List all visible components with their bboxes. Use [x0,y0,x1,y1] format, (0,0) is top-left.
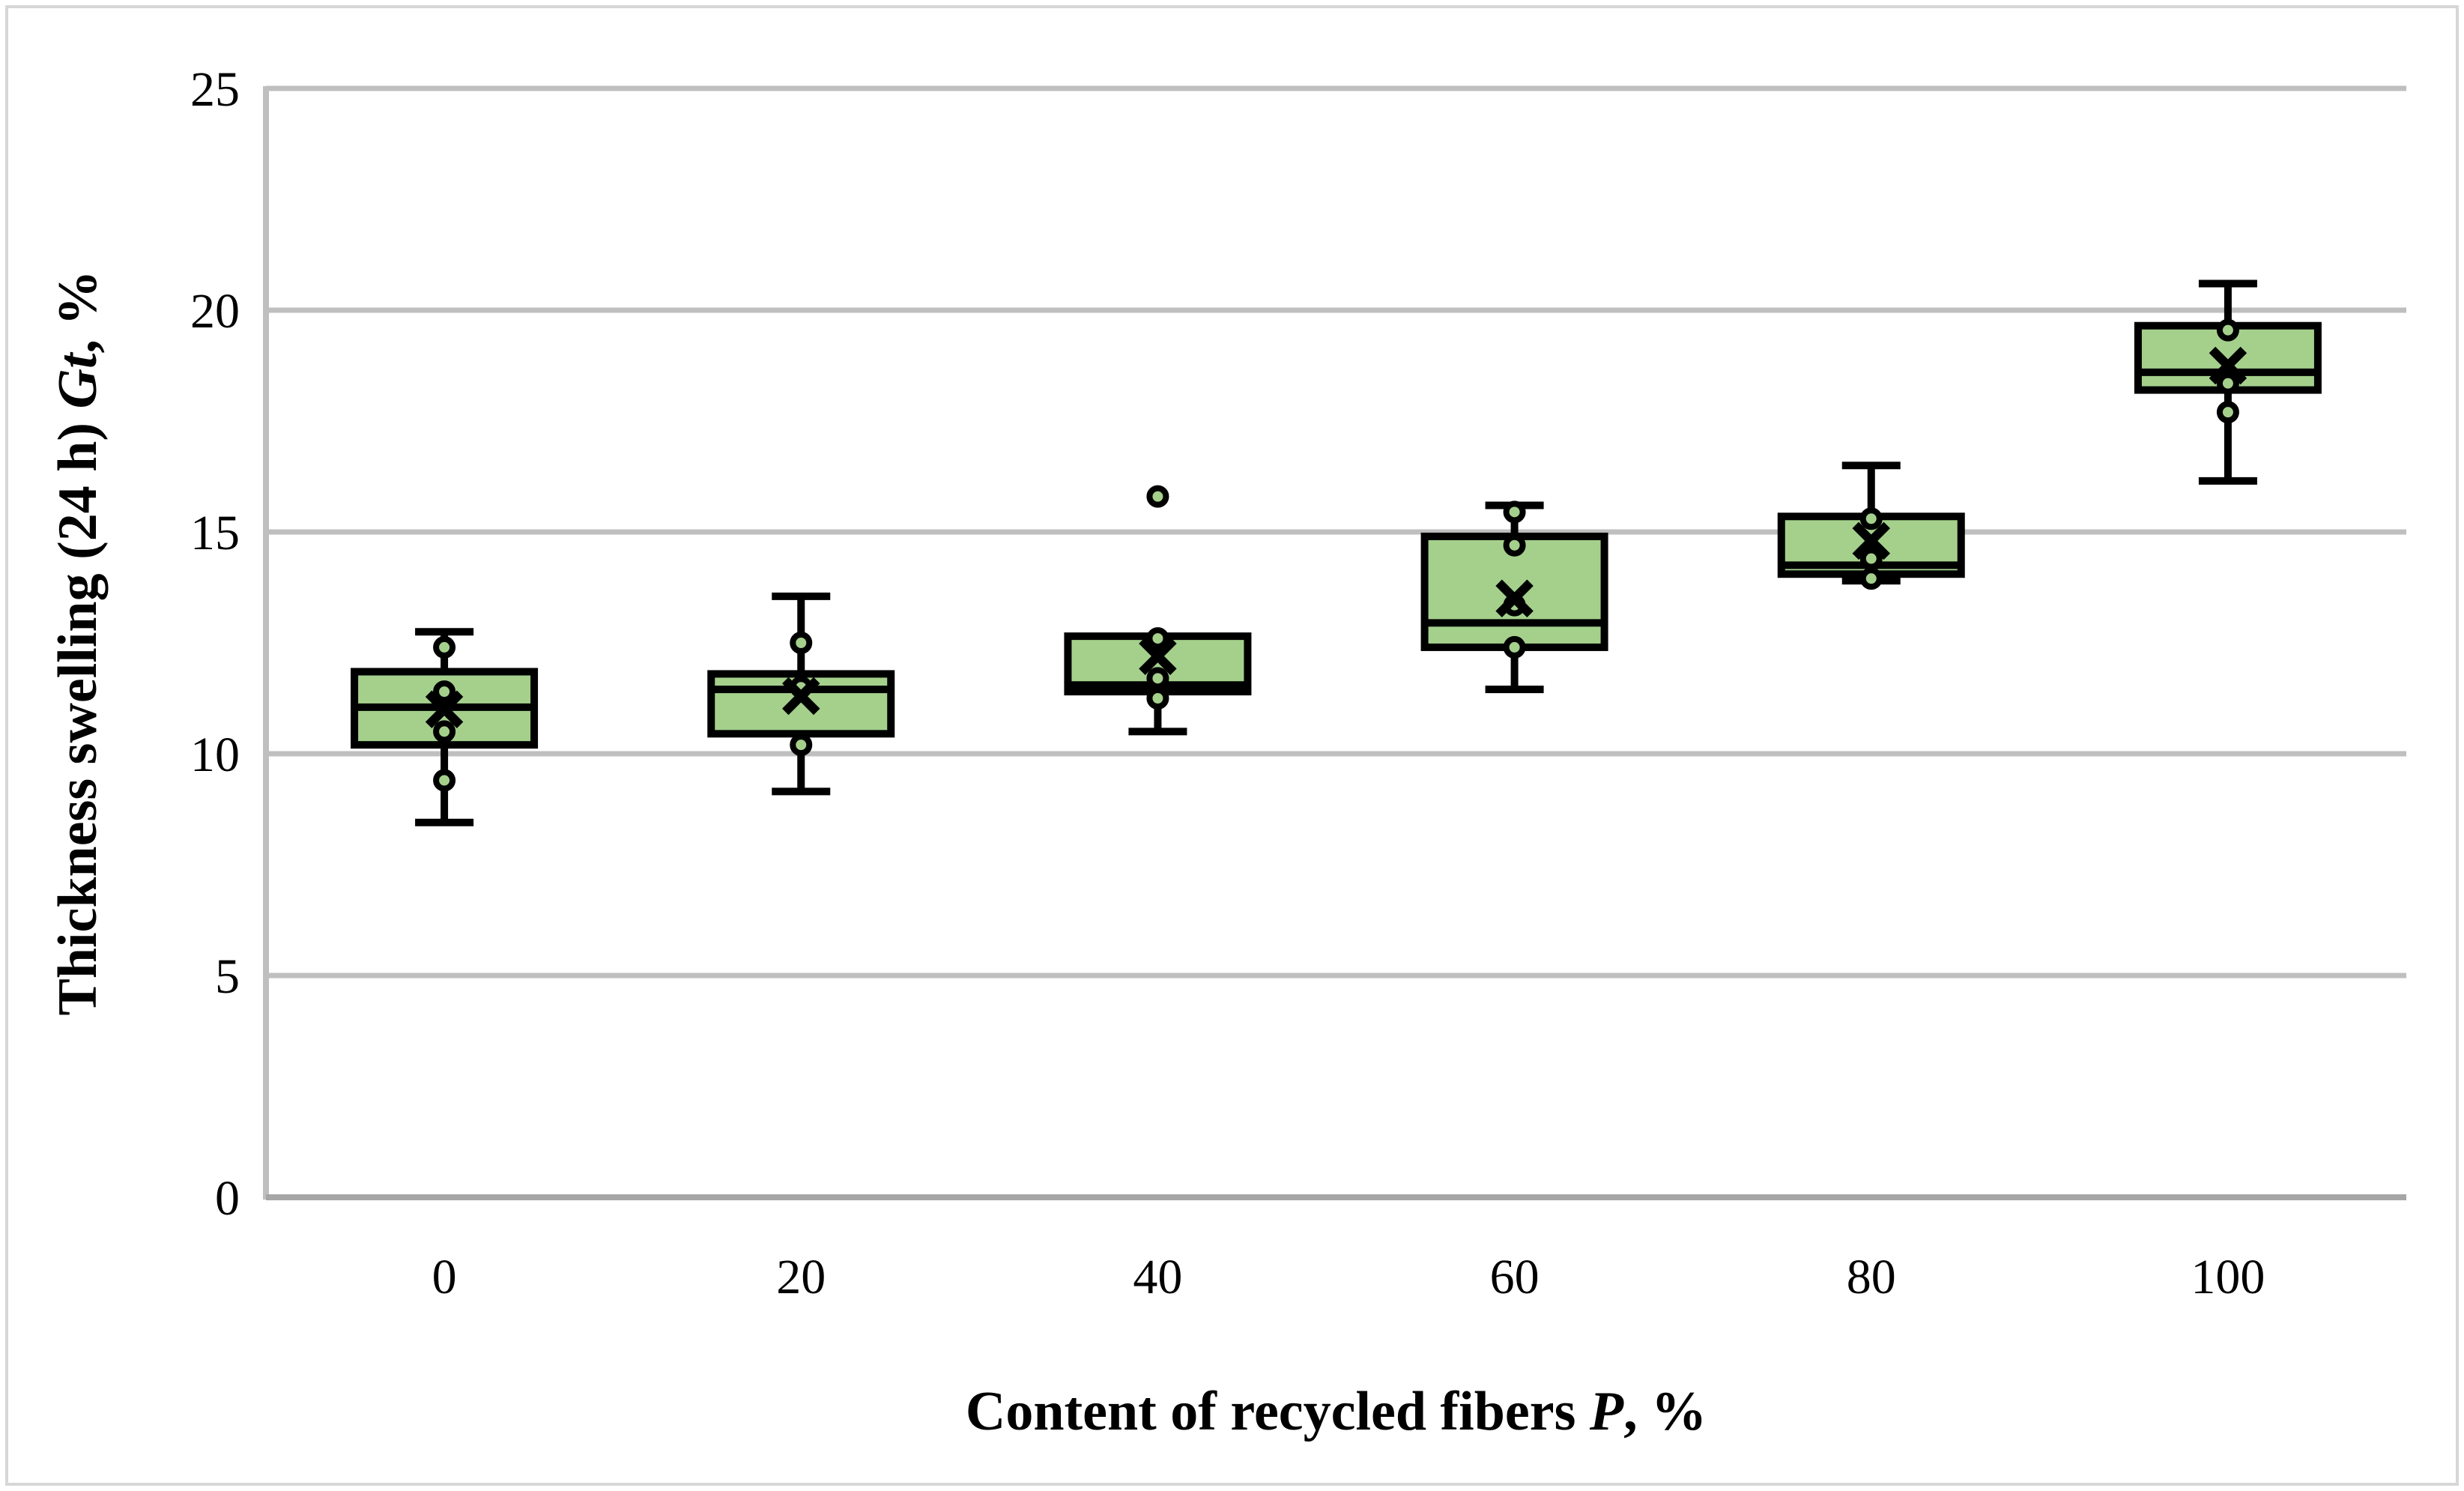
boxplot-group-80 [1777,462,1965,590]
x-tick-label-20: 20 [776,1250,826,1304]
y-tick-label-25: 25 [190,62,240,117]
data-point-2 [1859,567,1883,590]
y-axis-title-part: Gt [47,351,109,408]
y-axis-title: Thickness swelling (24 h) Gt, % [47,270,109,1015]
mean-x-marker [1495,579,1534,618]
x-tick-label-80: 80 [1847,1250,1896,1304]
x-axis-title-part: P [1589,1381,1624,1442]
x-tick-label-100: 100 [2191,1250,2265,1304]
mean-x-marker [2209,346,2247,385]
mean-x-marker [425,690,464,729]
outlier-point-0 [1146,485,1169,508]
x-tick-label-0: 0 [432,1250,457,1304]
x-tick-label-60: 60 [1490,1250,1540,1304]
data-point-2 [433,720,456,743]
y-tick-label-15: 15 [190,506,240,560]
data-point-1 [1859,547,1883,570]
data-point-0 [790,632,813,654]
data-point-2 [2216,401,2239,424]
y-tick-label-5: 5 [215,949,240,1004]
data-point-1 [433,680,456,704]
y-axis-title-part: Thickness swelling (24 h) [47,408,109,1015]
data-point-0 [2216,318,2239,342]
y-tick-label-10: 10 [190,728,240,782]
boxplot-group-20 [707,592,895,796]
data-point-2 [790,734,813,757]
data-point-1 [2216,372,2239,395]
boxplot-group-100 [2134,279,2322,485]
data-point-3 [1503,635,1526,659]
data-point-3 [433,769,456,792]
data-point-1 [1503,533,1526,557]
y-axis-title-part: , % [47,270,109,353]
x-axis-title-part: , % [1623,1381,1707,1442]
data-point-0 [433,635,456,659]
boxplot-group-40 [1064,485,1252,736]
boxplot-group-60 [1420,500,1608,694]
data-point-0 [1859,507,1883,530]
data-point-2 [1146,687,1169,710]
mean-x-marker [782,677,820,716]
boxplot-group-0 [351,628,539,826]
x-axis-title-part: Content of recycled fibers [966,1381,1590,1442]
y-tick-label-20: 20 [190,284,240,339]
y-tick-label-0: 0 [215,1171,240,1226]
data-point-0 [1503,500,1526,524]
box-rect [707,670,895,738]
data-point-0 [1146,627,1169,650]
x-axis-title: Content of recycled fibers P, % [966,1381,1707,1442]
mean-x-marker [1852,521,1890,560]
x-tick-label-40: 40 [1133,1250,1182,1304]
figure-border [5,5,2459,1486]
data-point-1 [1146,667,1169,690]
mean-x-marker [1139,637,1177,676]
